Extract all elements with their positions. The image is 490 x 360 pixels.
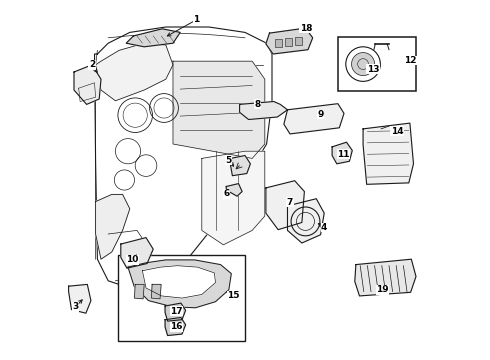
- Text: 16: 16: [171, 323, 183, 331]
- Circle shape: [351, 53, 374, 76]
- Polygon shape: [173, 61, 265, 158]
- Polygon shape: [134, 284, 144, 299]
- Polygon shape: [226, 184, 242, 196]
- Polygon shape: [266, 181, 304, 230]
- Polygon shape: [231, 156, 250, 176]
- Text: 10: 10: [126, 256, 139, 264]
- Text: 11: 11: [337, 150, 349, 158]
- Bar: [274, 39, 282, 47]
- Text: 13: 13: [367, 65, 379, 74]
- Polygon shape: [128, 260, 231, 308]
- Polygon shape: [74, 65, 101, 104]
- Text: 6: 6: [223, 189, 229, 198]
- Polygon shape: [332, 142, 352, 164]
- Text: 5: 5: [226, 156, 232, 165]
- Text: 12: 12: [404, 56, 416, 65]
- Polygon shape: [95, 27, 272, 288]
- Polygon shape: [96, 43, 173, 101]
- Text: 8: 8: [254, 100, 261, 109]
- Polygon shape: [130, 266, 216, 295]
- Polygon shape: [126, 29, 180, 47]
- Text: 18: 18: [300, 23, 313, 32]
- Bar: [118, 255, 245, 341]
- Text: 14: 14: [391, 127, 403, 136]
- Bar: [338, 37, 416, 91]
- Bar: [294, 37, 302, 45]
- Polygon shape: [266, 28, 313, 54]
- Polygon shape: [202, 151, 265, 245]
- Polygon shape: [355, 259, 416, 296]
- Text: 15: 15: [227, 292, 240, 300]
- Polygon shape: [143, 266, 216, 298]
- Text: 7: 7: [287, 198, 293, 207]
- Circle shape: [346, 47, 380, 81]
- Polygon shape: [363, 123, 414, 184]
- Polygon shape: [288, 199, 324, 243]
- Text: 3: 3: [73, 302, 79, 311]
- Bar: [285, 38, 292, 46]
- Text: 2: 2: [89, 60, 95, 69]
- Text: 17: 17: [171, 307, 183, 316]
- Polygon shape: [284, 104, 344, 134]
- Polygon shape: [151, 284, 161, 299]
- Polygon shape: [240, 102, 288, 120]
- Text: 4: 4: [321, 223, 327, 232]
- Text: 1: 1: [193, 15, 199, 24]
- Text: 9: 9: [318, 110, 324, 119]
- Polygon shape: [121, 238, 153, 268]
- Text: 19: 19: [376, 285, 389, 294]
- Polygon shape: [96, 194, 130, 259]
- Polygon shape: [165, 303, 186, 321]
- Polygon shape: [165, 318, 186, 336]
- Polygon shape: [69, 284, 91, 313]
